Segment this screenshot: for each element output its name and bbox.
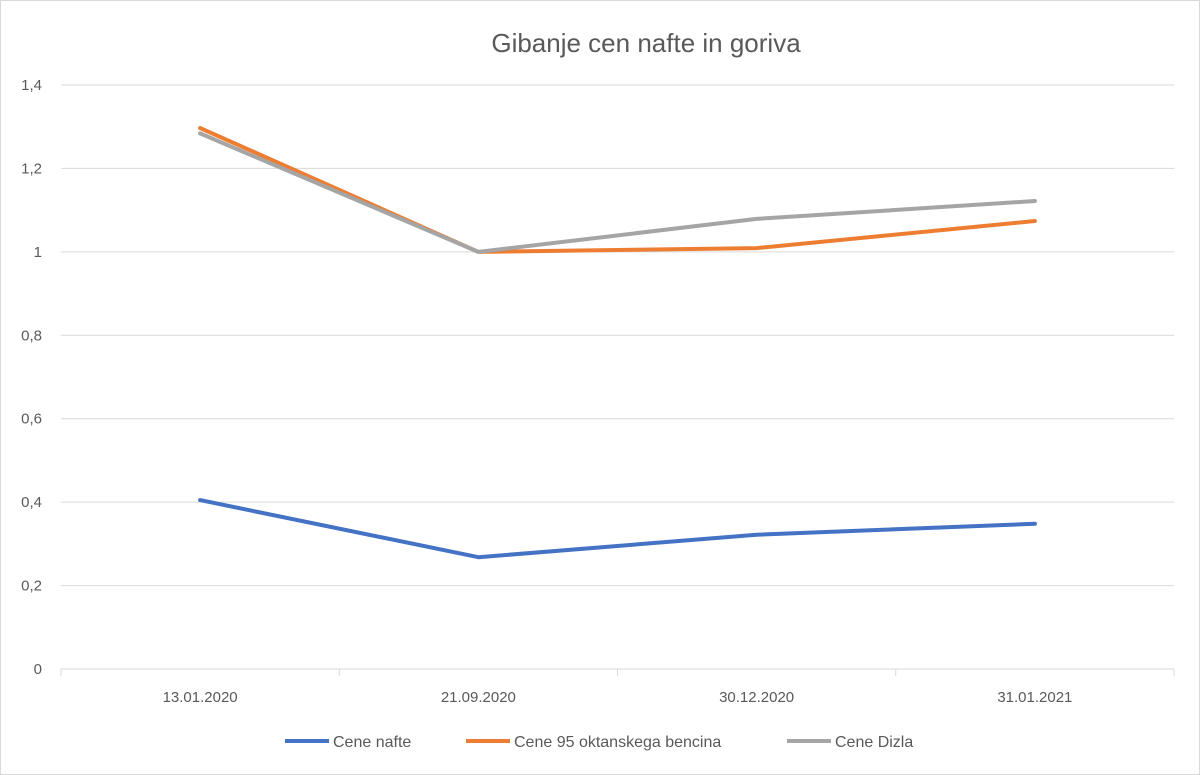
legend-label: Cene Dizla — [835, 734, 913, 751]
series-lines — [198, 126, 1037, 560]
y-tick-label: 1 — [34, 244, 42, 261]
chart-title: Gibanje cen nafte in goriva — [491, 28, 801, 58]
y-tick-label: 1,2 — [21, 160, 42, 177]
legend-label: Cene 95 oktanskega bencina — [514, 734, 721, 751]
y-tick-label: 1,4 — [21, 77, 42, 94]
y-tick-label: 0 — [34, 661, 42, 678]
x-axis: 13.01.2020 21.09.2020 30.12.2020 31.01.2021 — [60, 668, 1175, 706]
series-line-3 — [198, 131, 1037, 254]
series-line-2 — [198, 126, 1037, 254]
y-tick-label: 0,8 — [21, 327, 42, 344]
y-axis-ticks: 0 0,2 0,4 0,6 0,8 1 1,2 1,4 — [21, 77, 42, 678]
y-tick-label: 0,6 — [21, 411, 42, 428]
legend-label: Cene nafte — [333, 734, 411, 751]
x-tick-label: 31.01.2021 — [997, 689, 1072, 706]
legend: Cene nafte Cene 95 oktanskega bencina Cene… — [285, 734, 913, 751]
x-tick-label: 21.09.2020 — [441, 689, 516, 706]
x-tick-label: 30.12.2020 — [719, 689, 794, 706]
y-tick-label: 0,2 — [21, 578, 42, 595]
series-line-1 — [198, 498, 1037, 560]
gridlines — [61, 84, 1174, 587]
x-tick-label: 13.01.2020 — [163, 689, 238, 706]
y-tick-label: 0,4 — [21, 494, 42, 511]
